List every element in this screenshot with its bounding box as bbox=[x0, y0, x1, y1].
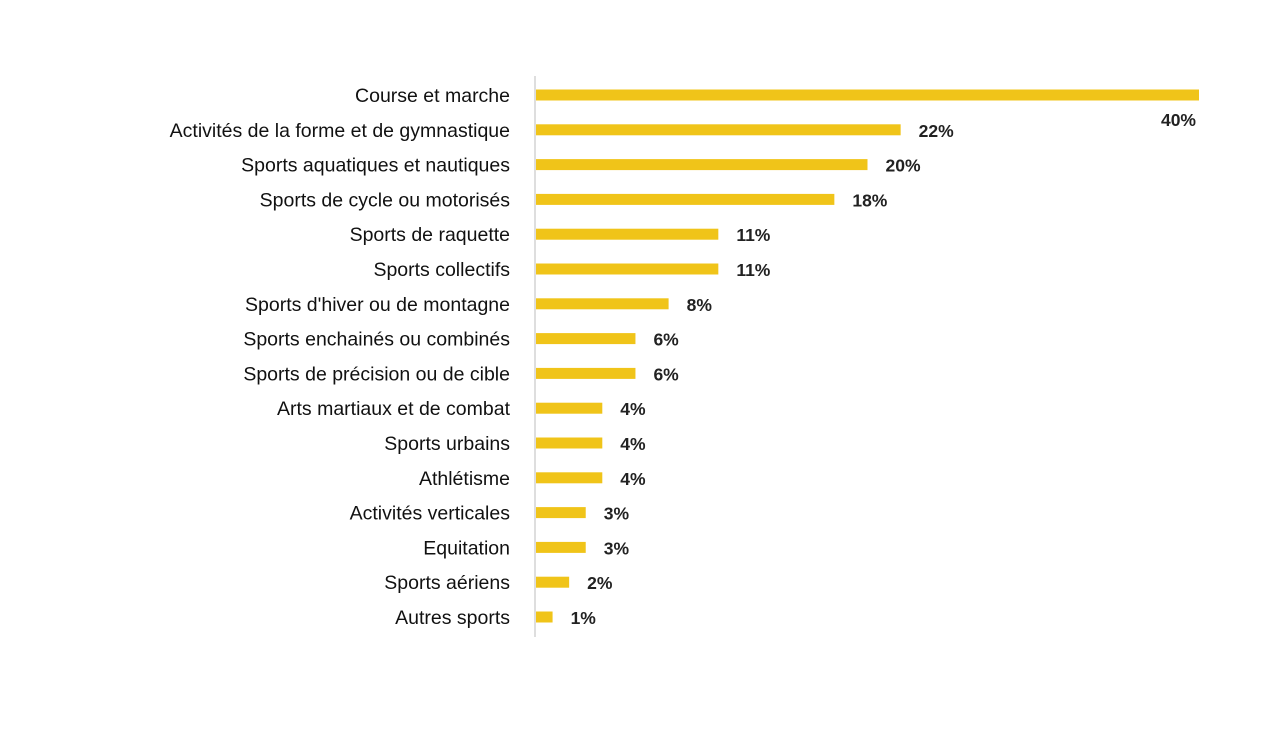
category-label: Sports enchainés ou combinés bbox=[243, 329, 510, 351]
data-label: 40% bbox=[1161, 110, 1196, 130]
bar bbox=[536, 263, 719, 275]
category-label: Activités verticales bbox=[350, 503, 511, 525]
bar bbox=[536, 333, 636, 345]
bar bbox=[536, 507, 586, 519]
data-label: 22% bbox=[919, 121, 954, 141]
data-label: 11% bbox=[736, 225, 770, 245]
category-label: Sports de raquette bbox=[350, 224, 510, 246]
category-label: Sports aériens bbox=[384, 572, 510, 594]
data-label: 6% bbox=[653, 364, 679, 384]
data-label: 1% bbox=[571, 608, 597, 628]
category-label: Course et marche bbox=[355, 85, 510, 107]
category-label: Sports d'hiver ou de montagne bbox=[245, 294, 510, 316]
category-label: Arts martiaux et de combat bbox=[277, 398, 511, 420]
data-label: 4% bbox=[620, 469, 646, 489]
bar bbox=[536, 576, 570, 588]
bar bbox=[536, 89, 1199, 101]
bar bbox=[536, 402, 603, 414]
bar bbox=[536, 611, 553, 623]
bar bbox=[536, 367, 636, 379]
data-label: 20% bbox=[886, 156, 921, 176]
category-label: Sports de cycle ou motorisés bbox=[260, 189, 511, 211]
data-label: 2% bbox=[587, 573, 613, 593]
category-label: Sports urbains bbox=[384, 433, 510, 455]
data-label: 3% bbox=[604, 504, 630, 524]
data-label: 8% bbox=[687, 295, 713, 315]
data-label: 11% bbox=[736, 260, 770, 280]
category-label: Sports aquatiques et nautiques bbox=[241, 155, 510, 177]
bar bbox=[536, 541, 586, 553]
bar bbox=[536, 159, 868, 171]
bar bbox=[536, 124, 901, 136]
bar bbox=[536, 228, 719, 240]
category-label: Autres sports bbox=[395, 607, 510, 629]
bar bbox=[536, 437, 603, 449]
bar bbox=[536, 472, 603, 484]
category-label: Sports de précision ou de cible bbox=[243, 363, 510, 385]
data-label: 4% bbox=[620, 399, 646, 419]
data-label: 4% bbox=[620, 434, 646, 454]
data-label: 6% bbox=[653, 330, 679, 350]
data-label: 3% bbox=[604, 538, 630, 558]
bar bbox=[536, 193, 835, 205]
bar bbox=[536, 298, 669, 310]
data-label: 18% bbox=[852, 190, 887, 210]
category-label: Equitation bbox=[423, 537, 510, 559]
category-label: Athlétisme bbox=[419, 468, 510, 490]
category-label: Sports collectifs bbox=[373, 259, 510, 281]
category-label: Activités de la forme et de gymnastique bbox=[170, 120, 510, 142]
